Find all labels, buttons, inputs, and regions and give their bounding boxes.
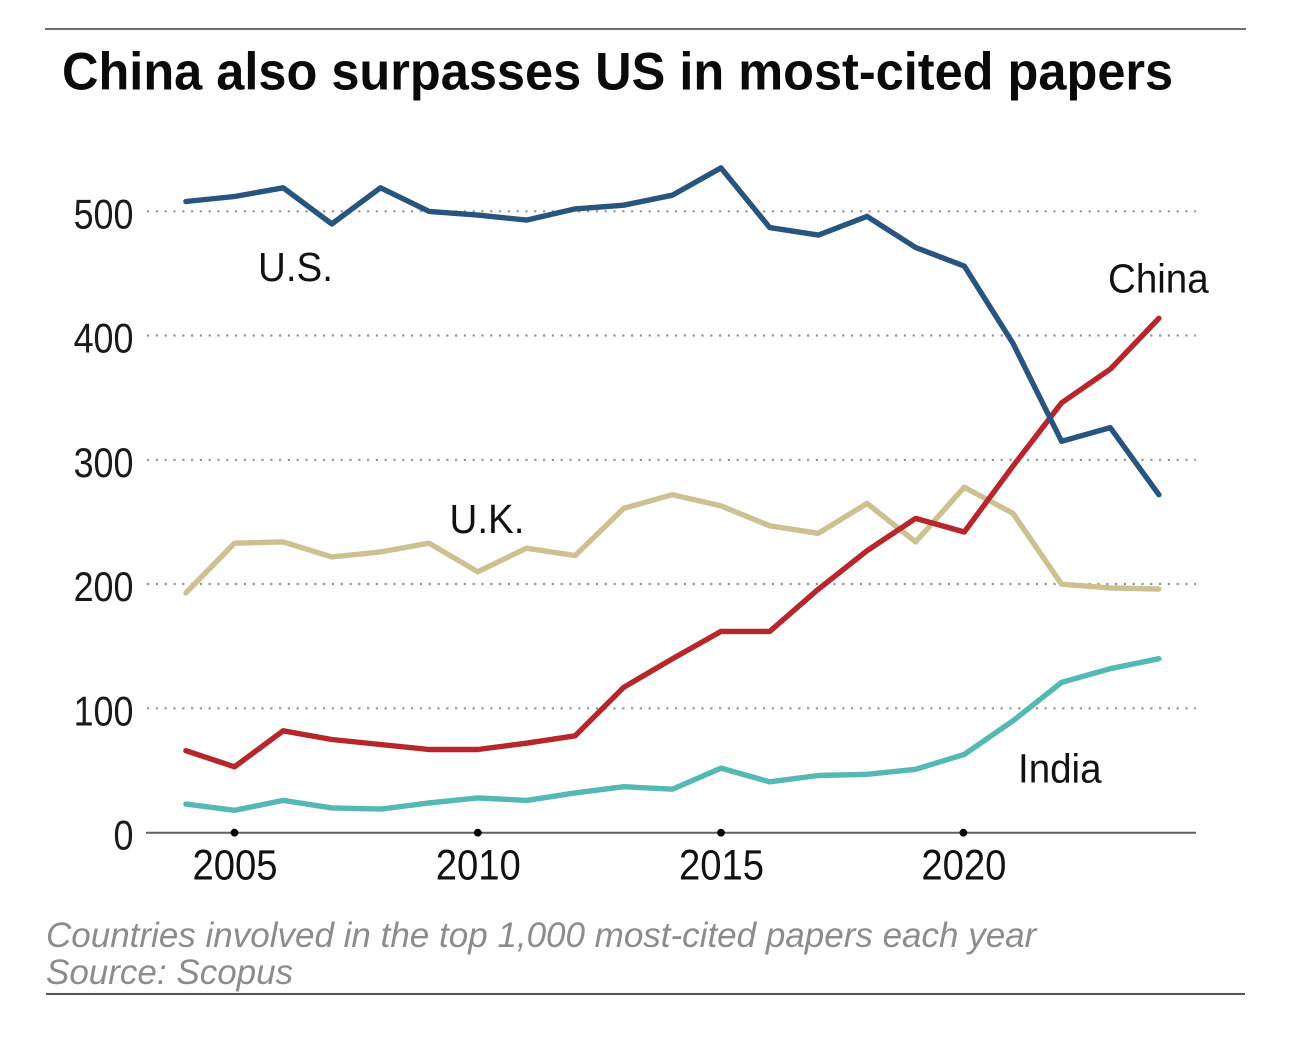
svg-text:2010: 2010 (436, 841, 521, 889)
svg-text:0: 0 (114, 813, 134, 859)
svg-text:U.S.: U.S. (258, 245, 333, 290)
svg-text:100: 100 (74, 689, 134, 735)
svg-text:China also surpasses US in mos: China also surpasses US in most-cited pa… (62, 42, 1173, 101)
svg-text:2015: 2015 (679, 841, 764, 889)
svg-text:400: 400 (74, 316, 134, 362)
svg-text:China: China (1108, 256, 1209, 301)
svg-text:Countries involved in the top: Countries involved in the top 1,000 most… (46, 916, 1038, 955)
svg-text:500: 500 (74, 192, 134, 238)
svg-text:2005: 2005 (192, 841, 277, 889)
svg-text:Source: Scopus: Source: Scopus (46, 953, 293, 992)
svg-text:2020: 2020 (921, 841, 1006, 889)
svg-text:300: 300 (74, 440, 134, 486)
svg-text:U.K.: U.K. (450, 497, 525, 542)
svg-text:200: 200 (74, 565, 134, 611)
svg-text:India: India (1018, 747, 1102, 792)
